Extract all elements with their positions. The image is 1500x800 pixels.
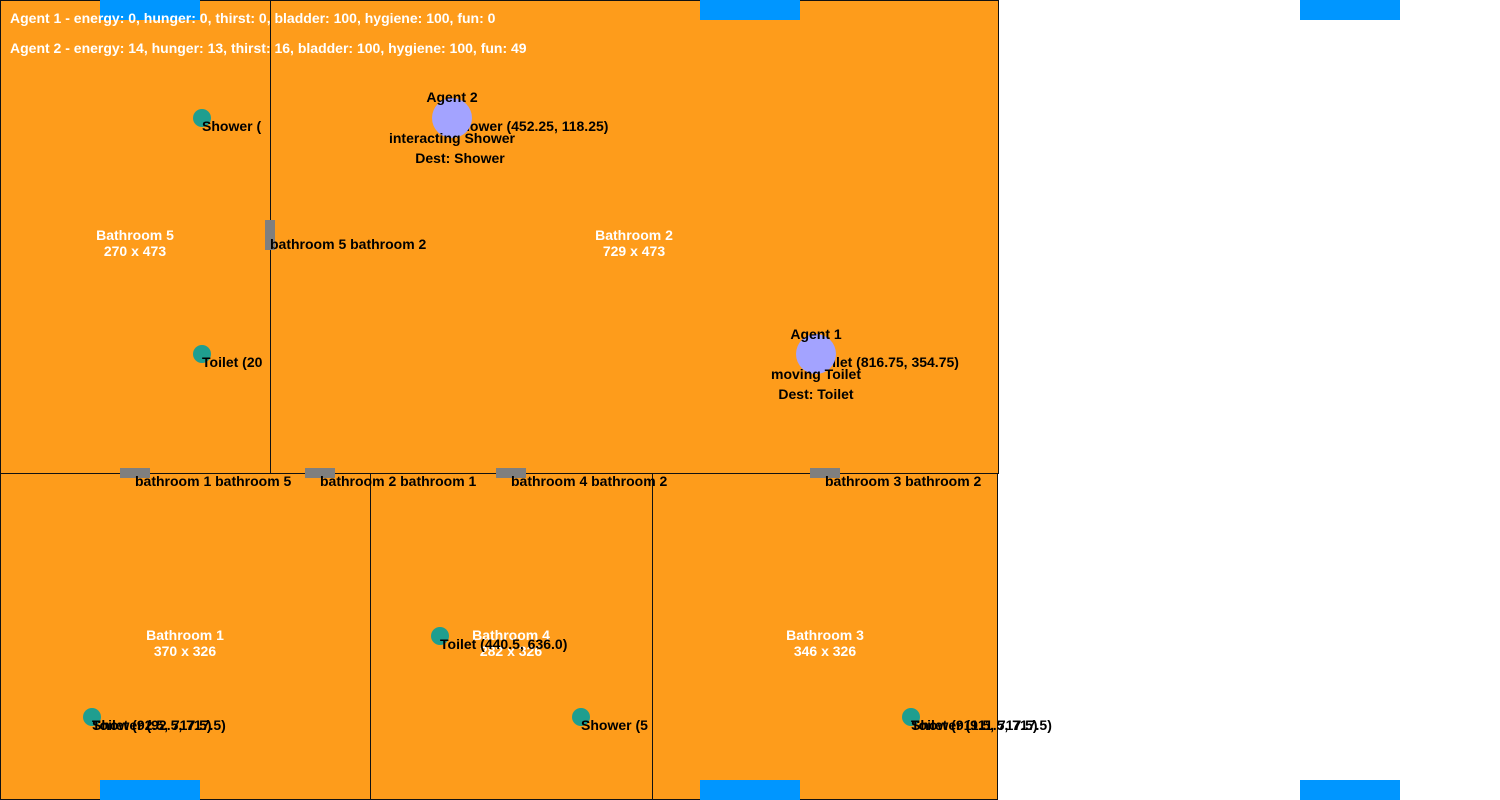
room-label-bathroom-4: Bathroom 4 282 x 326 — [411, 627, 611, 659]
object-label: Shower ( — [202, 118, 262, 134]
agent-1[interactable] — [796, 334, 836, 374]
agent-2[interactable] — [432, 98, 472, 138]
door-bathroom-3-bathroom-2[interactable] — [810, 468, 840, 478]
toilet-object[interactable] — [902, 708, 920, 726]
room-size: 270 x 473 — [103, 243, 167, 259]
window — [700, 0, 800, 20]
agent-1-name: Agent 1 — [790, 326, 842, 342]
toilet-object[interactable] — [83, 708, 101, 726]
object-label: Shower (452.25, 118.25) — [452, 118, 609, 134]
object-label: Toilet (816.75, 354.75) — [816, 354, 959, 370]
object-label: Shower (92.5, 717.5) — [92, 717, 226, 733]
agent-1-status: Agent 1 - energy: 0, hunger: 0, thirst: … — [10, 10, 496, 26]
room-name: Bathroom 1 — [146, 627, 224, 643]
window — [1300, 780, 1400, 800]
agent-2-state: interacting Shower — [388, 130, 516, 146]
room-bathroom-2 — [270, 0, 999, 474]
window — [100, 780, 200, 800]
agent-1-dest: Dest: Toilet — [778, 386, 854, 402]
door-bathroom-4-bathroom-2[interactable] — [496, 468, 526, 478]
room-bathroom-3 — [652, 473, 998, 800]
room-bathroom-4 — [370, 473, 653, 800]
room-size: 729 x 473 — [602, 243, 666, 259]
toilet-object[interactable] — [431, 627, 449, 645]
room-size: 346 x 326 — [793, 643, 857, 659]
room-size: 282 x 326 — [479, 643, 543, 659]
agent-2-name: Agent 2 — [426, 89, 478, 105]
window — [100, 0, 200, 20]
room-label-bathroom-3: Bathroom 3 346 x 326 — [725, 627, 925, 659]
room-size: 370 x 326 — [153, 643, 217, 659]
object-label: Toilet (20 — [202, 354, 263, 370]
room-label-bathroom-1: Bathroom 1 370 x 326 — [85, 627, 285, 659]
shower-object[interactable] — [572, 708, 590, 726]
agent-2-dest: Dest: Shower — [415, 150, 505, 166]
window — [1300, 0, 1400, 20]
object-label: Toilet (92.5, 717.5) — [92, 717, 212, 733]
door-bathroom-1-bathroom-5[interactable] — [120, 468, 150, 478]
object-label: Toilet (440.5, 636.0) — [440, 636, 568, 652]
toilet-object[interactable] — [193, 345, 211, 363]
room-name: Bathroom 2 — [595, 227, 673, 243]
room-label-bathroom-2: Bathroom 2 729 x 473 — [534, 227, 734, 259]
agent-1-state: moving Toilet — [771, 366, 861, 382]
room-bathroom-5 — [0, 0, 271, 474]
object-label: Shower (911.5, 717.5) — [911, 717, 1052, 733]
object-label: Toilet (911.5, 717.5) — [911, 717, 1038, 733]
object-label: Shower (5 — [581, 717, 648, 733]
room-name: Bathroom 5 — [96, 227, 174, 243]
door-label: bathroom 5 bathroom 2 — [270, 236, 427, 252]
agent-2-status: Agent 2 - energy: 14, hunger: 13, thirst… — [10, 40, 527, 56]
door-label: bathroom 3 bathroom 2 — [825, 473, 982, 489]
door-label: bathroom 1 bathroom 5 — [135, 473, 292, 489]
room-name: Bathroom 3 — [786, 627, 864, 643]
door-label: bathroom 4 bathroom 2 — [511, 473, 668, 489]
shower-object[interactable] — [193, 109, 211, 127]
room-label-bathroom-5: Bathroom 5 270 x 473 — [35, 227, 235, 259]
door-bathroom-2-bathroom-1[interactable] — [305, 468, 335, 478]
door-bathroom-5-bathroom-2[interactable] — [265, 220, 275, 250]
room-name: Bathroom 4 — [472, 627, 550, 643]
window — [700, 780, 800, 800]
door-label: bathroom 2 bathroom 1 — [320, 473, 477, 489]
